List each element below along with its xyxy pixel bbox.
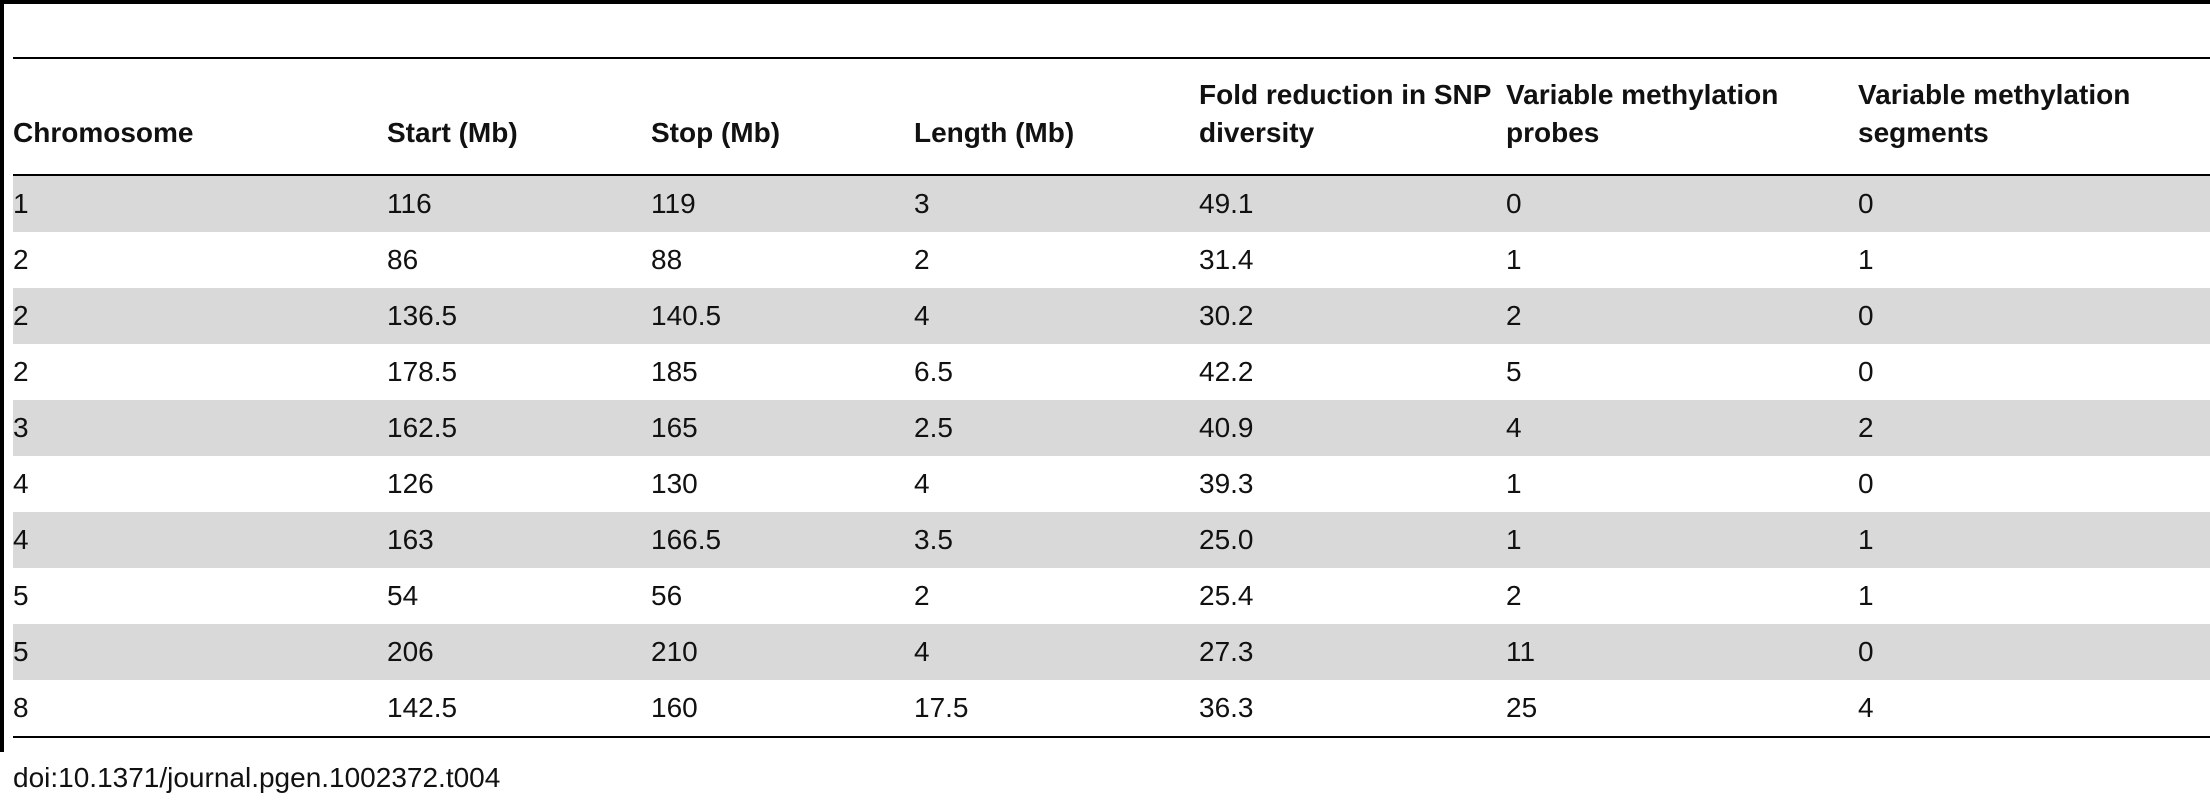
cell-stop: 210 bbox=[651, 636, 698, 667]
cell-length: 2 bbox=[914, 244, 930, 275]
cell-stop: 130 bbox=[651, 468, 698, 499]
cell-fold-reduction: 25.0 bbox=[1199, 524, 1254, 555]
cell-length: 4 bbox=[914, 300, 930, 331]
cell-length: 6.5 bbox=[914, 356, 953, 387]
cell-stop: 88 bbox=[651, 244, 683, 275]
cell-variable-segments: 0 bbox=[1858, 356, 1874, 387]
cell-fold-reduction: 42.2 bbox=[1199, 356, 1254, 387]
cell-start: 116 bbox=[387, 188, 432, 219]
cell-start: 162.5 bbox=[387, 412, 458, 443]
cell-variable-segments: 0 bbox=[1858, 300, 1874, 331]
column-header-length: Length (Mb) bbox=[914, 57, 1199, 176]
table-row: 2 86 88 2 31.4 1 1 bbox=[13, 232, 2210, 288]
cell-stop: 160 bbox=[651, 680, 914, 738]
cell-chromosome: 1 bbox=[13, 188, 29, 219]
column-header-variable-probes: Variable methylation probes bbox=[1506, 57, 1858, 176]
cell-variable-probes: 2 bbox=[1506, 300, 1522, 331]
left-border bbox=[0, 0, 4, 752]
cell-fold-reduction: 30.2 bbox=[1199, 300, 1254, 331]
cell-variable-segments: 1 bbox=[1858, 524, 1874, 555]
cell-variable-segments: 0 bbox=[1858, 188, 1874, 219]
table-row: 3 162.5 165 2.5 40.9 4 2 bbox=[13, 400, 2210, 456]
cell-variable-probes: 4 bbox=[1506, 412, 1522, 443]
cell-start: 86 bbox=[387, 244, 419, 275]
table-row: 2 136.5 140.5 4 30.2 2 0 bbox=[13, 288, 2210, 344]
table-body: 1 116 119 3 49.1 0 0 2 86 88 2 31.4 1 1 2 136.5 140.5 4 30… bbox=[13, 175, 2210, 738]
cell-start: 54 bbox=[387, 580, 419, 611]
cell-length: 4 bbox=[914, 468, 930, 499]
cell-fold-reduction: 40.9 bbox=[1199, 412, 1254, 443]
cell-fold-reduction: 49.1 bbox=[1199, 188, 1254, 219]
table-row: 5 206 210 4 27.3 11 0 bbox=[13, 624, 2210, 680]
table-row: 1 116 119 3 49.1 0 0 bbox=[13, 175, 2210, 232]
cell-start: 142.5 bbox=[387, 680, 651, 738]
cell-chromosome: 3 bbox=[13, 412, 29, 443]
top-border bbox=[0, 0, 2210, 4]
cell-chromosome: 8 bbox=[13, 680, 387, 738]
cell-variable-segments: 0 bbox=[1858, 468, 1874, 499]
data-table-container: Chromosome Start (Mb) Stop (Mb) Length (… bbox=[13, 57, 2210, 738]
cell-length: 3.5 bbox=[914, 524, 953, 555]
cell-fold-reduction: 31.4 bbox=[1199, 244, 1254, 275]
cell-variable-segments: 1 bbox=[1858, 580, 1874, 611]
cell-length: 2.5 bbox=[914, 412, 953, 443]
column-header-stop: Stop (Mb) bbox=[651, 57, 914, 176]
cell-variable-probes: 25 bbox=[1506, 680, 1858, 738]
cell-variable-probes: 2 bbox=[1506, 580, 1522, 611]
cell-chromosome: 2 bbox=[13, 356, 29, 387]
cell-length: 4 bbox=[914, 636, 930, 667]
cell-stop: 165 bbox=[651, 412, 698, 443]
cell-chromosome: 2 bbox=[13, 244, 29, 275]
cell-fold-reduction: 25.4 bbox=[1199, 580, 1254, 611]
cell-start: 206 bbox=[387, 636, 434, 667]
cell-length: 17.5 bbox=[914, 680, 1199, 738]
cell-stop: 185 bbox=[651, 356, 698, 387]
table-row: 4 163 166.5 3.5 25.0 1 1 bbox=[13, 512, 2210, 568]
cell-variable-probes: 1 bbox=[1506, 524, 1522, 555]
cell-chromosome: 5 bbox=[13, 636, 29, 667]
table-row: 4 126 130 4 39.3 1 0 bbox=[13, 456, 2210, 512]
cell-variable-segments: 4 bbox=[1858, 680, 2210, 738]
cell-start: 178.5 bbox=[387, 356, 458, 387]
column-header-fold-reduction: Fold reduction in SNP diversity bbox=[1199, 57, 1506, 176]
column-header-chromosome: Chromosome bbox=[13, 57, 387, 176]
cell-fold-reduction: 36.3 bbox=[1199, 680, 1506, 738]
cell-fold-reduction: 39.3 bbox=[1199, 468, 1254, 499]
cell-start: 136.5 bbox=[387, 300, 458, 331]
cell-variable-segments: 2 bbox=[1858, 412, 1874, 443]
chromosome-table: Chromosome Start (Mb) Stop (Mb) Length (… bbox=[13, 57, 2210, 738]
column-header-start: Start (Mb) bbox=[387, 57, 651, 176]
doi-caption: doi:10.1371/journal.pgen.1002372.t004 bbox=[13, 762, 501, 793]
cell-stop: 119 bbox=[651, 188, 696, 219]
cell-start: 163 bbox=[387, 524, 434, 555]
table-row: 8 142.5 160 17.5 36.3 25 4 bbox=[13, 680, 2210, 738]
cell-stop: 166.5 bbox=[651, 524, 722, 555]
cell-start: 126 bbox=[387, 468, 434, 499]
cell-length: 2 bbox=[914, 580, 930, 611]
column-header-variable-segments: Variable methylation segments bbox=[1858, 57, 2210, 176]
cell-variable-probes: 1 bbox=[1506, 468, 1522, 499]
cell-chromosome: 4 bbox=[13, 468, 29, 499]
cell-chromosome: 5 bbox=[13, 580, 29, 611]
cell-variable-probes: 1 bbox=[1506, 244, 1522, 275]
cell-stop: 140.5 bbox=[651, 300, 722, 331]
cell-variable-probes: 0 bbox=[1506, 188, 1522, 219]
cell-chromosome: 4 bbox=[13, 524, 29, 555]
table-row: 5 54 56 2 25.4 2 1 bbox=[13, 568, 2210, 624]
cell-stop: 56 bbox=[651, 580, 683, 611]
cell-variable-segments: 1 bbox=[1858, 244, 1874, 275]
cell-fold-reduction: 27.3 bbox=[1199, 636, 1254, 667]
table-row: 2 178.5 185 6.5 42.2 5 0 bbox=[13, 344, 2210, 400]
table-header-row: Chromosome Start (Mb) Stop (Mb) Length (… bbox=[13, 57, 2210, 176]
cell-variable-segments: 0 bbox=[1858, 636, 1874, 667]
cell-length: 3 bbox=[914, 188, 930, 219]
cell-variable-probes: 5 bbox=[1506, 356, 1522, 387]
cell-variable-probes: 11 bbox=[1506, 636, 1536, 667]
cell-chromosome: 2 bbox=[13, 300, 29, 331]
